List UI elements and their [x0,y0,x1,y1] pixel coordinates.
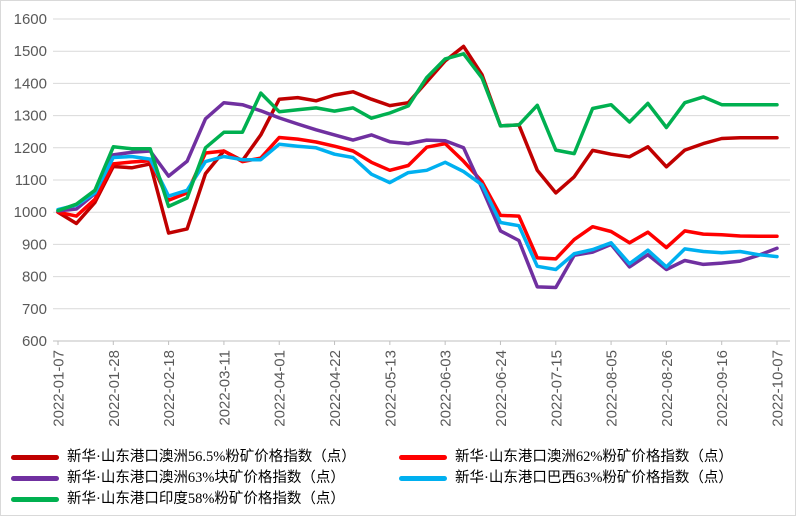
y-axis-tick-label: 1000 [14,204,47,221]
x-axis-tick-label: 2022-02-18 [161,350,178,427]
legend-swatch [11,476,59,481]
x-axis-tick-label: 2022-01-28 [106,350,123,427]
y-axis-tick-label: 1400 [14,75,47,92]
x-axis-tick-label: 2022-08-05 [604,350,621,427]
x-axis-tick-label: 2022-03-11 [216,350,233,426]
x-axis-tick-label: 2022-01-07 [51,350,68,427]
legend-swatch [399,476,447,481]
legend-label: 新华·山东港口印度58%粉矿价格指数（点） [67,491,345,508]
y-axis-tick-label: 700 [22,301,47,318]
legend-item: 新华·山东港口澳洲63%块矿价格指数（点） [11,471,399,486]
x-axis-tick-label: 2022-08-26 [659,350,676,427]
x-axis-tick-label: 2022-07-15 [548,350,565,427]
series-line-2 [56,135,779,261]
legend-label: 新华·山东港口澳洲62%粉矿价格指数（点） [455,449,733,466]
y-axis-tick-label: 1600 [14,11,47,28]
legend-swatch [399,455,447,460]
x-axis-tick-label: 2022-09-16 [714,350,731,427]
legend-item: 新华·山东港口澳洲56.5%粉矿价格指数（点） [11,450,399,465]
legend-label: 新华·山东港口澳洲63%块矿价格指数（点） [67,470,345,487]
series-line-3 [56,100,779,290]
y-axis-tick-label: 1500 [14,43,47,60]
y-axis-tick-label: 600 [22,333,47,350]
y-axis-tick-label: 900 [22,236,47,253]
y-axis-tick-label: 1200 [14,140,47,157]
chart-legend: 新华·山东港口澳洲56.5%粉矿价格指数（点） 新华·山东港口澳洲63%块矿价格指… [1,444,795,510]
x-axis-tick-label: 2022-05-13 [382,350,399,427]
legend-swatch [11,455,59,460]
x-axis-tick-label: 2022-10-07 [770,350,787,427]
x-axis-tick-label: 2022-06-24 [493,350,510,427]
y-axis-tick-label: 800 [22,269,47,286]
y-axis-tick-label: 1300 [14,108,47,125]
series-line-1 [56,44,779,235]
legend-item: 新华·山东港口巴西63%粉矿价格指数（点） [399,471,733,486]
series-line-4 [56,142,779,272]
x-axis-tick-label: 2022-04-01 [272,350,289,427]
line-chart: 600 700 800 900 1000 1100 1200 1300 1400 1500 1600… [14,11,790,427]
legend-item: 新华·山东港口印度58%粉矿价格指数（点） [11,492,399,507]
legend-label: 新华·山东港口澳洲56.5%粉矿价格指数（点） [67,449,356,466]
legend-swatch [11,497,59,502]
y-axis-tick-label: 1100 [15,172,47,189]
series-line-5 [56,52,779,213]
legend-label: 新华·山东港口巴西63%粉矿价格指数（点） [455,470,733,487]
x-axis-tick-label: 2022-04-22 [327,350,344,427]
x-axis-tick-label: 2022-06-03 [438,350,455,427]
legend-item: 新华·山东港口澳洲62%粉矿价格指数（点） [399,450,733,465]
